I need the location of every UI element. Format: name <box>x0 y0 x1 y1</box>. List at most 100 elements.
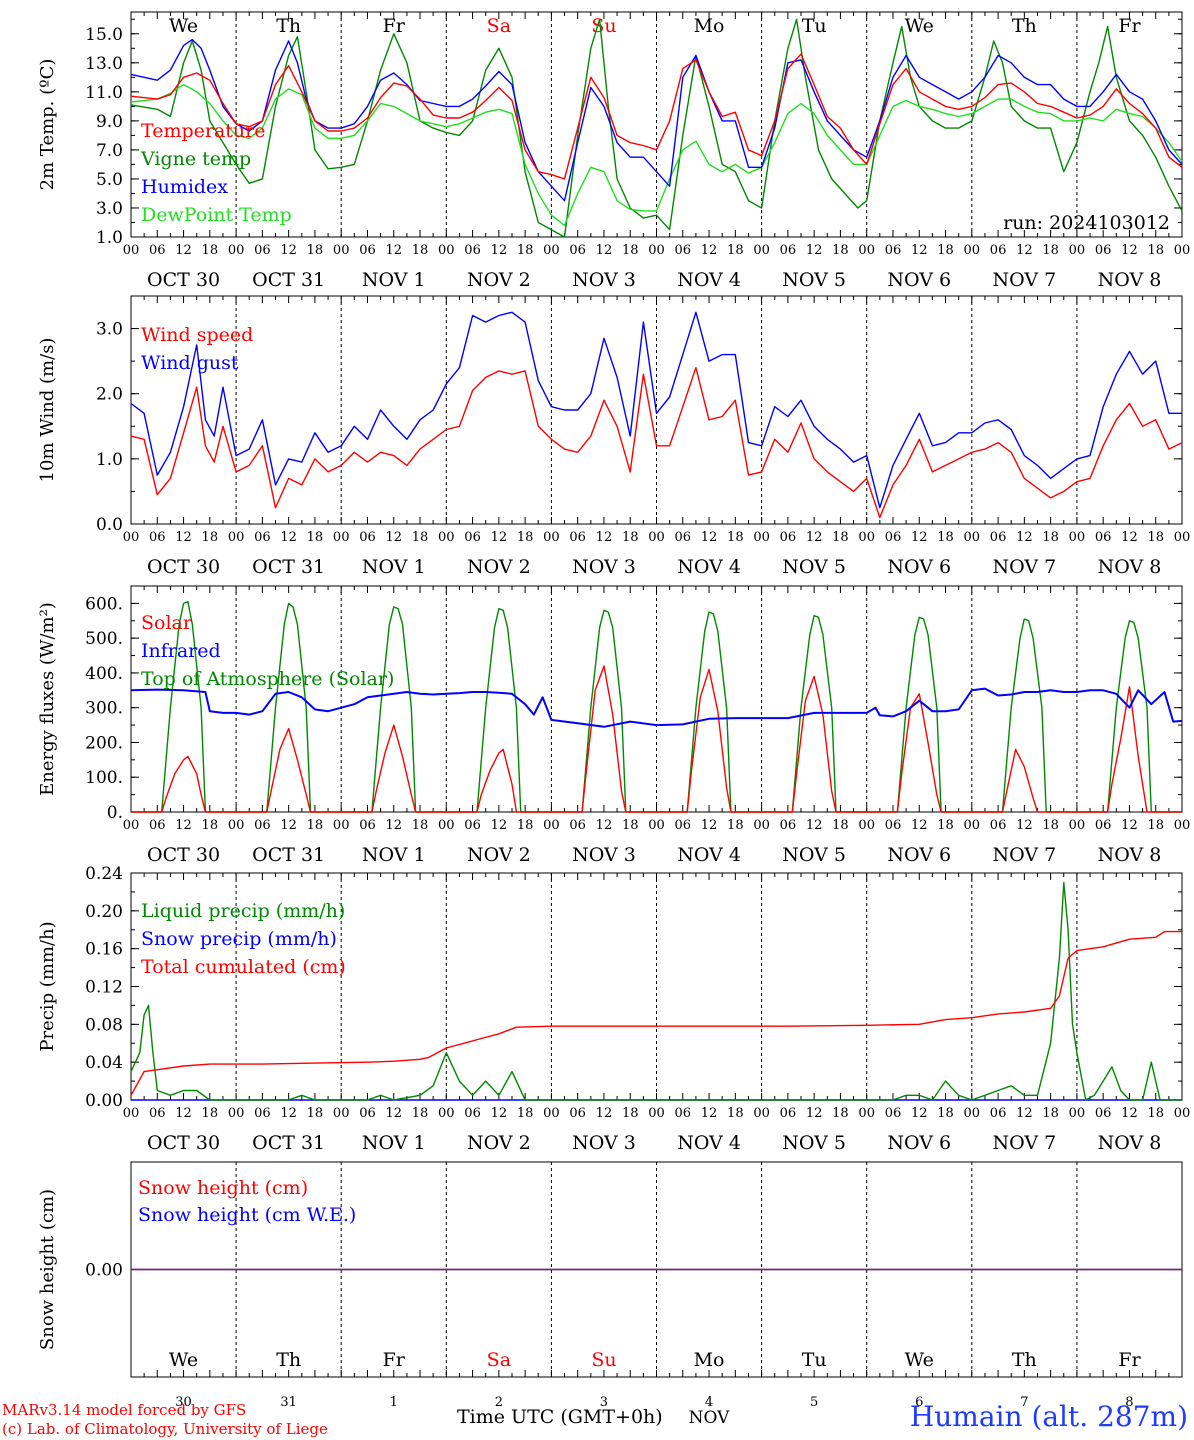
date-label: OCT 30 <box>147 1132 220 1154</box>
date-label: OCT 30 <box>147 844 220 866</box>
date-label: NOV 5 <box>782 844 846 866</box>
date-number-label: 1 <box>390 1395 398 1410</box>
hour-label: 12 <box>596 530 613 545</box>
hour-label: 06 <box>254 1106 271 1121</box>
month-label: NOV <box>689 1408 731 1428</box>
hour-label: 06 <box>885 1106 902 1121</box>
hour-label: 00 <box>648 1106 665 1121</box>
hour-label: 06 <box>359 243 376 258</box>
hour-label: 12 <box>701 243 718 258</box>
y-tick-label: 0.16 <box>85 940 123 960</box>
weekday-label: Th <box>276 15 301 37</box>
hour-label: 06 <box>569 243 586 258</box>
date-label: NOV 7 <box>992 1132 1056 1154</box>
hour-label: 12 <box>491 530 508 545</box>
date-label: OCT 31 <box>252 1132 325 1154</box>
hour-label: 18 <box>307 1106 324 1121</box>
y-tick-label: 0.04 <box>85 1053 123 1073</box>
hour-label: 12 <box>175 1106 192 1121</box>
hour-label: 18 <box>1042 1106 1059 1121</box>
hour-label: 00 <box>123 818 140 833</box>
hour-label: 06 <box>359 530 376 545</box>
hour-label: 00 <box>123 1106 140 1121</box>
hour-label: 00 <box>228 530 245 545</box>
hour-label: 06 <box>254 530 271 545</box>
hour-label: 18 <box>1147 530 1164 545</box>
hour-label: 12 <box>385 530 402 545</box>
hour-label: 06 <box>254 243 271 258</box>
hour-label: 12 <box>701 818 718 833</box>
run-label: run: 2024103012 <box>1003 212 1170 234</box>
y-tick-label: 7.0 <box>96 141 123 161</box>
weekday-label: Tu <box>802 1349 827 1371</box>
hour-label: 12 <box>491 818 508 833</box>
y-tick-label: 13.0 <box>85 54 123 74</box>
hour-label: 12 <box>701 1106 718 1121</box>
hour-label: 00 <box>964 243 981 258</box>
date-label: NOV 8 <box>1098 844 1162 866</box>
hour-label: 00 <box>648 818 665 833</box>
weekday-label: We <box>169 15 198 37</box>
legend-entry: Liquid precip (mm/h) <box>141 900 345 922</box>
hour-label: 12 <box>911 1106 928 1121</box>
date-label: NOV 2 <box>467 556 531 578</box>
hour-label: 18 <box>727 530 744 545</box>
hour-label: 00 <box>964 1106 981 1121</box>
weekday-label: Fr <box>383 1349 406 1371</box>
hour-label: 12 <box>701 530 718 545</box>
weekday-label: Mo <box>694 15 725 37</box>
hour-label: 06 <box>885 243 902 258</box>
hour-label: 06 <box>990 818 1007 833</box>
hour-label: 06 <box>359 818 376 833</box>
date-label: NOV 6 <box>887 556 951 578</box>
hour-label: 12 <box>1016 1106 1033 1121</box>
hour-label: 18 <box>832 1106 849 1121</box>
y-tick-label: 3.0 <box>96 199 123 219</box>
legend-entry: Vigne temp <box>140 148 251 170</box>
date-number-label: 4 <box>705 1395 713 1410</box>
hour-label: 18 <box>727 818 744 833</box>
weekday-label: Mo <box>694 1349 725 1371</box>
hour-label: 00 <box>333 1106 350 1121</box>
hour-label: 00 <box>438 1106 455 1121</box>
date-label: OCT 30 <box>147 556 220 578</box>
hour-label: 12 <box>1016 530 1033 545</box>
legend-entry: Temperature <box>141 120 265 142</box>
hour-label: 00 <box>648 530 665 545</box>
hour-label: 00 <box>1174 530 1191 545</box>
y-tick-label: 400. <box>85 664 123 684</box>
date-label: NOV 3 <box>572 556 636 578</box>
hour-label: 18 <box>202 818 219 833</box>
lab-credit: (c) Lab. of Climatology, University of L… <box>2 1420 328 1438</box>
y-tick-label: 1.0 <box>96 228 123 248</box>
y-tick-label: 0. <box>107 803 123 823</box>
date-label: OCT 30 <box>147 269 220 291</box>
hour-label: 18 <box>412 530 429 545</box>
series-line <box>130 687 1183 728</box>
hour-label: 00 <box>228 818 245 833</box>
series-line <box>130 53 1183 180</box>
hour-label: 18 <box>517 243 534 258</box>
hour-label: 06 <box>675 530 692 545</box>
hour-label: 00 <box>858 818 875 833</box>
hour-label: 12 <box>1121 1106 1138 1121</box>
hour-label: 00 <box>1069 1106 1086 1121</box>
hour-label: 18 <box>1042 530 1059 545</box>
y-axis-label: Energy fluxes (W/m²) <box>37 602 58 796</box>
hour-label: 00 <box>438 818 455 833</box>
hour-label: 18 <box>622 1106 639 1121</box>
hour-label: 12 <box>596 1106 613 1121</box>
hour-label: 12 <box>385 243 402 258</box>
date-label: NOV 4 <box>677 844 741 866</box>
hour-label: 12 <box>280 818 297 833</box>
date-label: NOV 7 <box>992 556 1056 578</box>
hour-label: 18 <box>622 530 639 545</box>
series-line <box>131 665 1182 813</box>
hour-label: 00 <box>228 1106 245 1121</box>
hour-label: 06 <box>569 818 586 833</box>
legend-entry: Wind speed <box>141 324 253 346</box>
hour-label: 12 <box>175 243 192 258</box>
hour-label: 18 <box>1042 818 1059 833</box>
hour-label: 06 <box>780 818 797 833</box>
hour-label: 06 <box>149 243 166 258</box>
